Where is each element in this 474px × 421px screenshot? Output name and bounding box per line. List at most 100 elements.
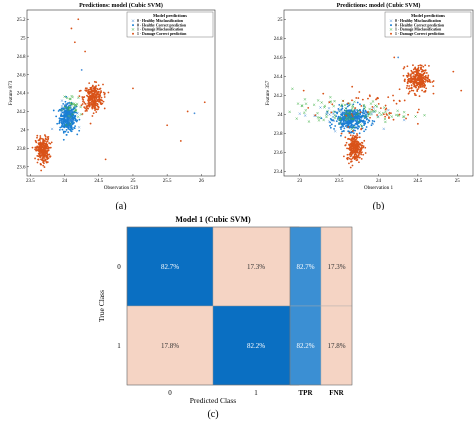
point-damage-correct bbox=[41, 157, 44, 160]
point-damage-correct bbox=[359, 111, 362, 114]
point-damage-misclassified bbox=[296, 102, 300, 105]
point-healthy-correct bbox=[343, 123, 346, 125]
point-damage-correct bbox=[375, 98, 377, 101]
point-damage-correct bbox=[358, 150, 361, 153]
point-damage-correct bbox=[418, 95, 421, 98]
point-damage-correct bbox=[41, 159, 43, 161]
point-healthy-correct bbox=[329, 126, 332, 129]
point-damage-correct bbox=[91, 84, 94, 87]
point-outlier bbox=[84, 50, 87, 53]
chart-title: Predictions: model (Cubic SVM) bbox=[337, 2, 421, 9]
point-damage-correct bbox=[369, 116, 371, 119]
point-healthy-correct bbox=[62, 102, 65, 105]
point-damage-correct bbox=[46, 153, 49, 156]
point-healthy-misclassified bbox=[352, 111, 356, 114]
point-damage-correct bbox=[392, 118, 395, 121]
summary-header: FNR bbox=[329, 389, 344, 397]
point-damage-misclassified bbox=[384, 110, 387, 114]
point-healthy-correct bbox=[67, 126, 70, 129]
point-damage-correct bbox=[379, 107, 382, 110]
point-healthy-misclassified bbox=[69, 104, 72, 108]
point-damage-misclassified bbox=[303, 98, 307, 101]
point-damage-correct bbox=[38, 154, 41, 157]
point-damage-correct bbox=[91, 98, 94, 101]
point-damage-correct bbox=[416, 76, 419, 79]
point-outlier bbox=[166, 124, 169, 127]
point-damage-correct bbox=[384, 104, 387, 107]
legend-box bbox=[126, 11, 214, 38]
point-damage-correct bbox=[423, 90, 426, 93]
point-outlier bbox=[104, 158, 107, 161]
point-damage-correct bbox=[398, 113, 401, 116]
point-healthy-correct bbox=[70, 127, 73, 130]
point-damage-correct bbox=[42, 164, 45, 167]
point-healthy-correct bbox=[361, 111, 364, 114]
point-damage-misclassified bbox=[348, 103, 352, 106]
point-damage-correct bbox=[422, 69, 425, 72]
point-damage-correct bbox=[356, 148, 359, 151]
point-outlier bbox=[179, 140, 182, 142]
point-healthy-correct bbox=[63, 130, 65, 133]
point-healthy-correct bbox=[71, 108, 74, 111]
point-healthy-misclassified bbox=[363, 110, 366, 114]
point-damage-correct bbox=[414, 74, 417, 77]
point-damage-correct bbox=[354, 146, 357, 149]
summary-cell bbox=[320, 305, 353, 386]
point-damage-misclassified bbox=[402, 110, 406, 114]
point-damage-correct bbox=[360, 152, 362, 154]
point-healthy-correct bbox=[66, 124, 69, 126]
point-damage-correct bbox=[353, 156, 356, 159]
point-damage-correct bbox=[410, 87, 413, 90]
point-damage-correct bbox=[409, 87, 411, 90]
point-damage-correct bbox=[46, 140, 48, 143]
point-healthy-correct bbox=[358, 115, 361, 118]
point-damage-misclassified bbox=[68, 97, 72, 101]
point-damage-correct bbox=[39, 144, 41, 147]
point-damage-misclassified bbox=[343, 103, 347, 107]
point-damage-misclassified bbox=[325, 115, 328, 119]
point-damage-correct bbox=[347, 126, 350, 128]
point-healthy-correct bbox=[58, 121, 61, 124]
point-damage-correct bbox=[99, 102, 102, 105]
point-healthy-correct bbox=[61, 128, 64, 131]
point-damage-misclassified bbox=[390, 115, 394, 118]
summary-cell bbox=[289, 226, 322, 307]
point-healthy-misclassified bbox=[64, 107, 67, 110]
point-damage-correct bbox=[93, 100, 95, 103]
point-damage-correct bbox=[415, 71, 418, 74]
point-damage-correct bbox=[416, 111, 419, 114]
x-tick-label: 24.5 bbox=[414, 179, 423, 184]
point-damage-correct bbox=[44, 149, 47, 152]
point-damage-correct bbox=[363, 139, 366, 142]
point-damage-correct bbox=[361, 98, 364, 101]
summary-cell-label: 17.8% bbox=[327, 342, 345, 350]
point-damage-correct bbox=[44, 146, 47, 149]
point-healthy-misclassified bbox=[346, 110, 350, 114]
y-tick-label: 24 bbox=[278, 113, 284, 118]
point-damage-correct bbox=[92, 87, 95, 90]
point-damage-correct bbox=[348, 138, 351, 141]
point-healthy-correct bbox=[78, 118, 81, 121]
point-damage-correct bbox=[360, 146, 363, 149]
point-damage-correct bbox=[355, 97, 358, 99]
point-damage-correct bbox=[371, 108, 373, 111]
point-damage-correct bbox=[424, 89, 427, 92]
point-damage-misclassified bbox=[338, 122, 342, 125]
point-healthy-misclassified bbox=[50, 127, 54, 131]
y-tick-label: 24.4 bbox=[274, 75, 283, 80]
point-healthy-misclassified bbox=[60, 99, 64, 102]
point-healthy-correct bbox=[342, 122, 344, 125]
point-healthy-correct bbox=[367, 121, 369, 124]
point-healthy-misclassified bbox=[327, 106, 331, 110]
point-damage-correct bbox=[94, 103, 97, 106]
point-damage-correct bbox=[45, 161, 48, 163]
point-damage-correct bbox=[84, 102, 87, 105]
point-healthy-correct bbox=[64, 115, 66, 118]
point-healthy-misclassified bbox=[69, 110, 73, 114]
point-healthy-misclassified bbox=[343, 110, 346, 114]
point-healthy-correct bbox=[364, 120, 366, 123]
point-damage-misclassified bbox=[323, 106, 326, 109]
point-damage-correct bbox=[356, 156, 359, 159]
point-outlier bbox=[203, 101, 206, 104]
point-damage-correct bbox=[46, 150, 48, 152]
